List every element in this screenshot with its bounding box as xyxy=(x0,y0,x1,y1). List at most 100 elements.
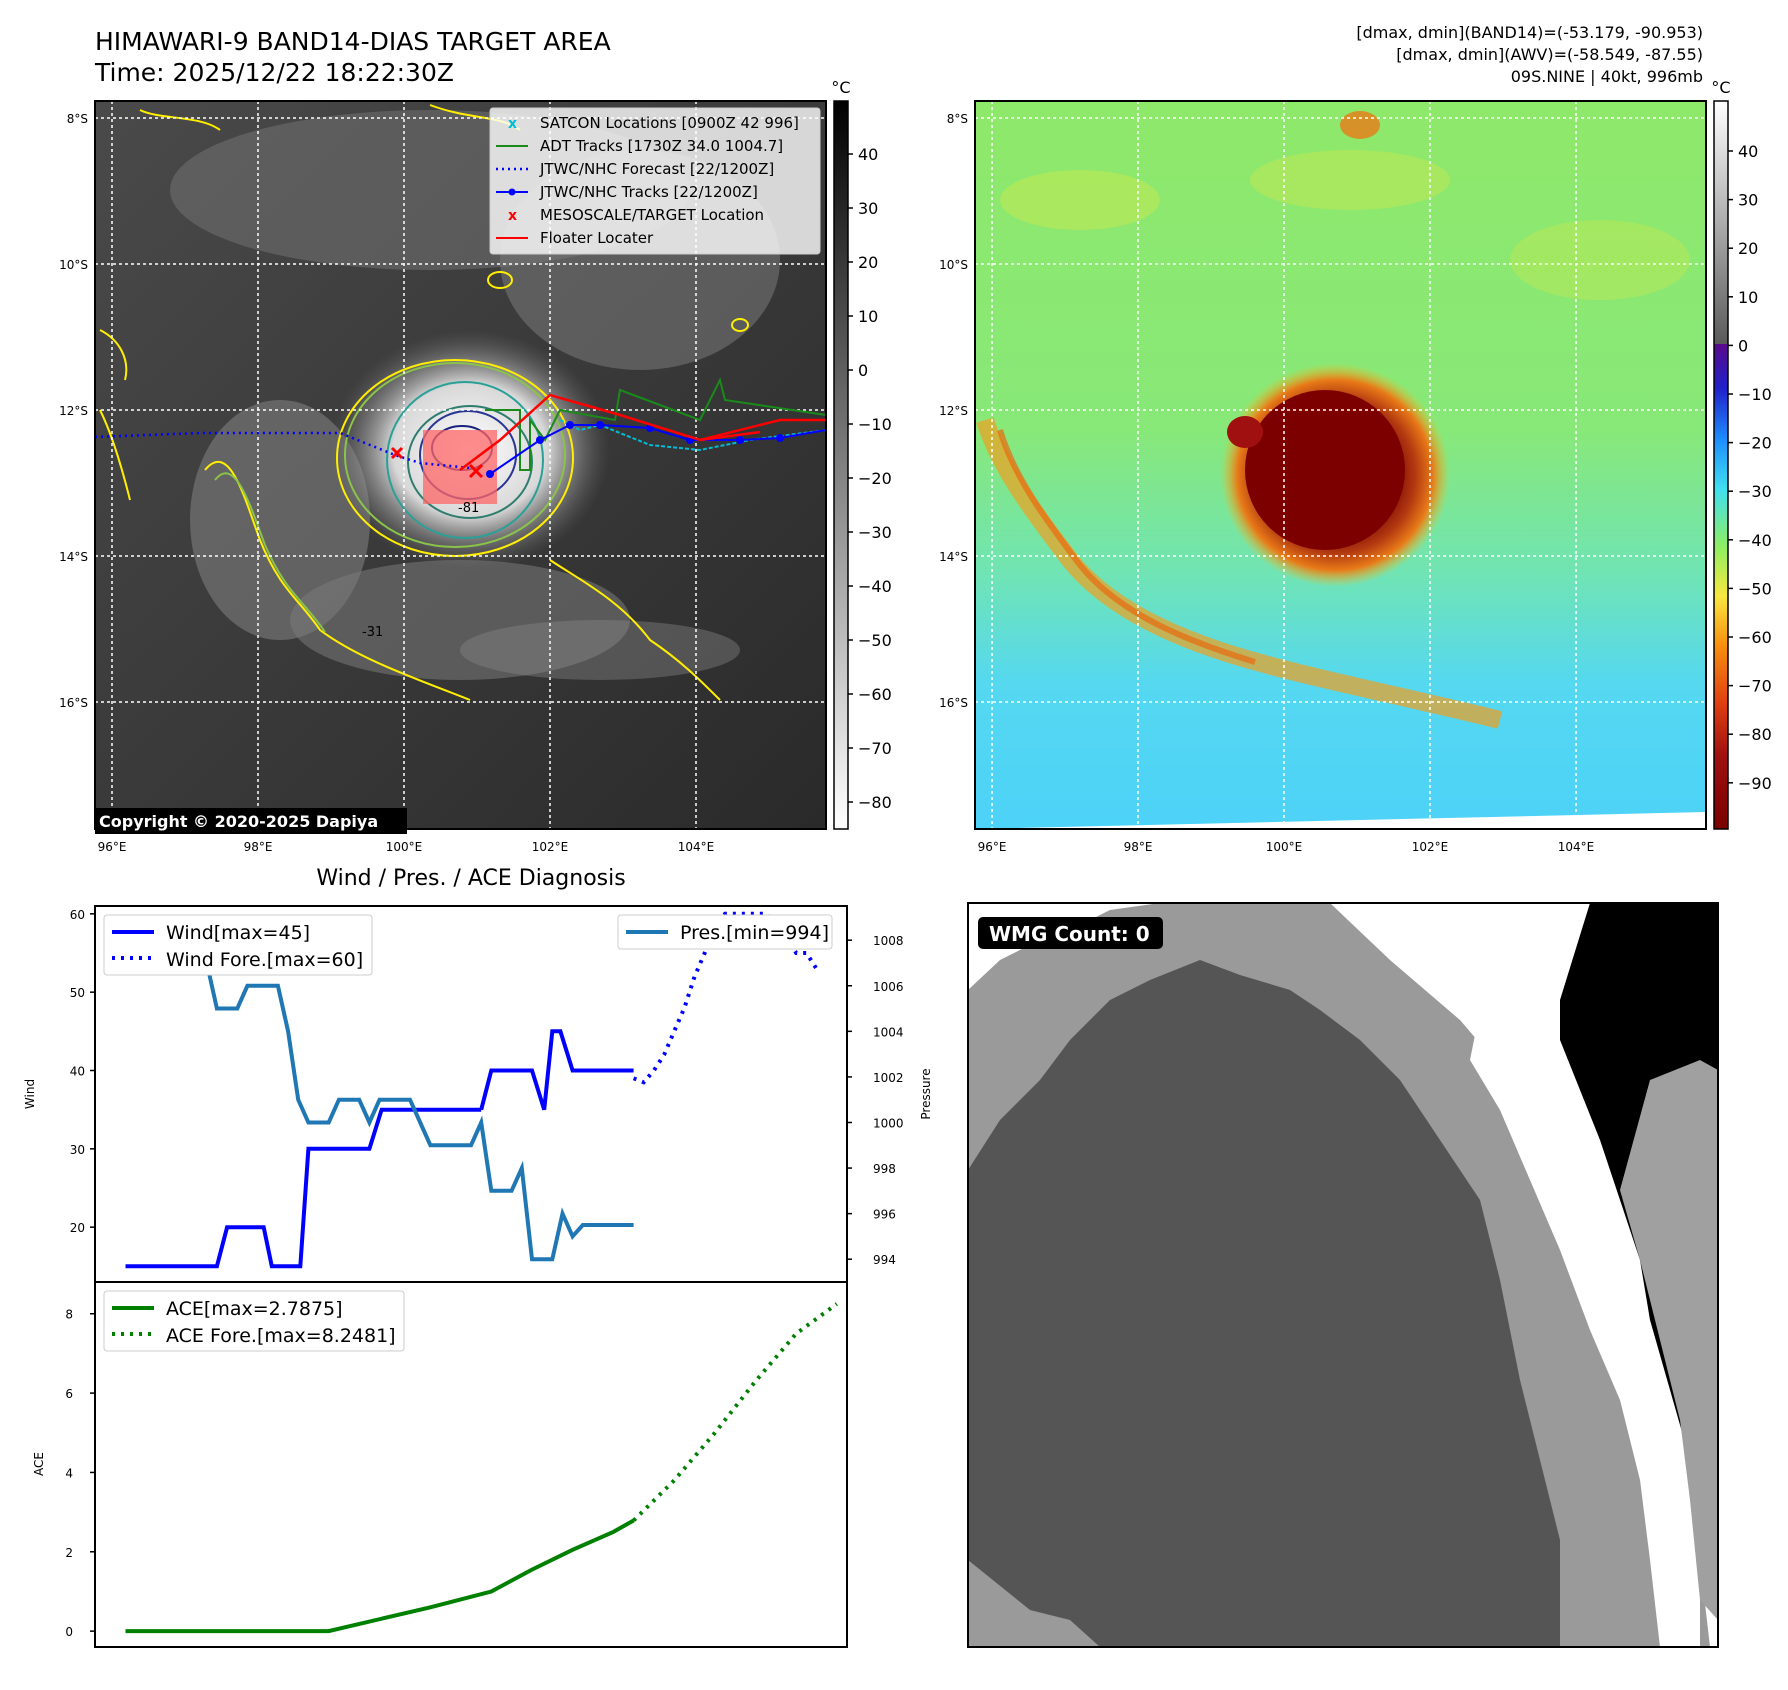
colorbar-tick-label: 20 xyxy=(1738,239,1758,258)
wind-ytick-label: 20 xyxy=(70,1221,85,1235)
pressure-ytick-label: 1006 xyxy=(873,980,904,994)
svg-text:100°E: 100°E xyxy=(1266,840,1303,854)
ace-ytick-label: 6 xyxy=(65,1387,73,1401)
ace-panel: 0 2 4 6 8 ACE ACE[max=2.7875] ACE Fore.[max=… xyxy=(32,1281,848,1648)
svg-text:96°E: 96°E xyxy=(98,840,127,854)
colorbar-tick-label: −40 xyxy=(1738,531,1772,550)
pressure-ytick-label: 1008 xyxy=(873,934,904,948)
legend-jtwc-forecast: JTWC/NHC Forecast [22/1200Z] xyxy=(539,160,774,178)
right-awv-map xyxy=(975,101,1706,829)
colorbar-tick-label: −10 xyxy=(858,415,892,434)
colorbar-tick-label: 40 xyxy=(1738,142,1758,161)
colorbar-tick-label: −80 xyxy=(858,793,892,812)
pressure-series-line xyxy=(125,915,634,1262)
colorbar-tick-label: 30 xyxy=(1738,191,1758,210)
copyright-box xyxy=(95,808,407,834)
svg-text:14°S: 14°S xyxy=(939,550,968,564)
wmg-white-band xyxy=(1470,1010,1700,1647)
copyright: Copyright © 2020-2025 Dapiya xyxy=(99,812,378,831)
pressure-ytick-label: 1000 xyxy=(873,1116,904,1130)
ace-forecast-legend-label: ACE Fore.[max=8.2481] xyxy=(166,1325,396,1347)
legend-satcon-marker: x xyxy=(508,116,517,132)
svg-text:12°S: 12°S xyxy=(59,404,88,418)
colorbar-tick-label: 30 xyxy=(858,199,878,218)
svg-text:102°E: 102°E xyxy=(532,840,569,854)
wind-axis-label: Wind xyxy=(23,1079,37,1109)
wind-legend-label: Wind[max=45] xyxy=(166,922,310,944)
svg-text:98°E: 98°E xyxy=(244,840,273,854)
figure-time: Time: 2025/12/22 18:22:30Z xyxy=(94,58,454,87)
svg-text:104°E: 104°E xyxy=(1558,840,1595,854)
ace-forecast-series-line xyxy=(632,1302,838,1522)
svg-text:16°S: 16°S xyxy=(59,696,88,710)
wind-ytick-label: 30 xyxy=(70,1143,85,1157)
pressure-axis-label: Pressure xyxy=(919,1068,933,1119)
jtwc-forecast xyxy=(95,431,471,470)
wind-series-line xyxy=(479,1029,634,1111)
right-lat-labels: 8°S 10°S 12°S 14°S 16°S xyxy=(939,112,968,710)
wind-forecast-legend-label: Wind Fore.[max=60] xyxy=(166,949,363,971)
mesoscale-target-marks xyxy=(390,446,484,479)
ace-axis-label: ACE xyxy=(32,1452,46,1476)
svg-text:104°E: 104°E xyxy=(678,840,715,854)
adt-tracks xyxy=(485,377,826,471)
colorbar-tick-label: −50 xyxy=(858,631,892,650)
left-lon-labels: 96°E 98°E 100°E 102°E 104°E xyxy=(98,840,715,854)
pressure-ytick-label: 1004 xyxy=(873,1025,904,1039)
pressure-ytick-label: 996 xyxy=(873,1208,896,1222)
left-lat-labels: 8°S 10°S 12°S 14°S 16°S xyxy=(59,112,88,710)
left-colorbar-unit: °C xyxy=(831,78,850,97)
colorbar-tick-label: −80 xyxy=(1738,725,1772,744)
right-colorbar: °C 40 30 20 10 0 −10 −20 −30 −40 −50 −60 −70 −80 −90 xyxy=(1711,78,1772,830)
svg-text:14°S: 14°S xyxy=(59,550,88,564)
wmg-dark-core xyxy=(968,960,1560,1647)
colorbar-tick-label: −60 xyxy=(858,685,892,704)
svg-text:98°E: 98°E xyxy=(1124,840,1153,854)
legend-jtwc-tracks: JTWC/NHC Tracks [22/1200Z] xyxy=(539,183,758,201)
right-colorbar-unit: °C xyxy=(1711,78,1730,97)
colorbar-tick-label: −10 xyxy=(1738,385,1772,404)
ace-legend-label: ACE[max=2.7875] xyxy=(166,1298,343,1320)
legend-target-marker: x xyxy=(508,208,517,224)
pressure-legend-label: Pres.[min=994] xyxy=(680,922,829,944)
pressure-ytick-label: 998 xyxy=(873,1162,896,1176)
figure-title: HIMAWARI-9 BAND14-DIAS TARGET AREA xyxy=(95,27,611,56)
svg-text:16°S: 16°S xyxy=(939,696,968,710)
stats-awv: [dmax, dmin](AWV)=(-58.549, -87.55) xyxy=(1396,45,1703,64)
svg-text:100°E: 100°E xyxy=(386,840,423,854)
ace-ytick-label: 4 xyxy=(65,1466,73,1480)
legend-satcon: SATCON Locations [0900Z 42 996] xyxy=(540,114,799,132)
colorbar-tick-label: −40 xyxy=(858,577,892,596)
wind-ytick-label: 60 xyxy=(70,908,85,922)
ace-ytick-label: 8 xyxy=(65,1308,73,1322)
colorbar-tick-label: 40 xyxy=(858,145,878,164)
wmg-panel: WMG Count: 0 xyxy=(967,902,1719,1648)
colorbar-tick-label: −20 xyxy=(858,469,892,488)
ace-ytick-label: 0 xyxy=(65,1625,73,1639)
colorbar-tick-label: −90 xyxy=(1738,774,1772,793)
storm-info: 09S.NINE | 40kt, 996mb xyxy=(1511,67,1703,86)
svg-text:96°E: 96°E xyxy=(978,840,1007,854)
svg-text:10°S: 10°S xyxy=(939,258,968,272)
pressure-ytick-label: 994 xyxy=(873,1253,896,1267)
colorbar-tick-label: −30 xyxy=(858,523,892,542)
colorbar-tick-label: −60 xyxy=(1738,628,1772,647)
target-box xyxy=(423,430,497,504)
colorbar-tick-label: −20 xyxy=(1738,434,1772,453)
svg-text:10°S: 10°S xyxy=(59,258,88,272)
svg-text:8°S: 8°S xyxy=(947,112,968,126)
wind-ytick-label: 40 xyxy=(70,1065,85,1079)
colorbar-tick-label: 0 xyxy=(858,361,868,380)
pressure-ytick-label: 1002 xyxy=(873,1071,904,1085)
wmg-count-box xyxy=(978,917,1163,949)
colorbar-tick-label: −70 xyxy=(858,739,892,758)
ace-ytick-label: 2 xyxy=(65,1546,73,1560)
contour-label-81: -81 xyxy=(458,501,479,516)
colorbar-tick-label: 10 xyxy=(858,307,878,326)
legend-adt: ADT Tracks [1730Z 34.0 1004.7] xyxy=(540,137,783,155)
pressure-legend: Pres.[min=994] xyxy=(617,914,833,950)
wind-legend: Wind[max=45] Wind Fore.[max=60] xyxy=(103,914,373,976)
svg-text:102°E: 102°E xyxy=(1412,840,1449,854)
contour-label-31: -31 xyxy=(362,625,383,640)
